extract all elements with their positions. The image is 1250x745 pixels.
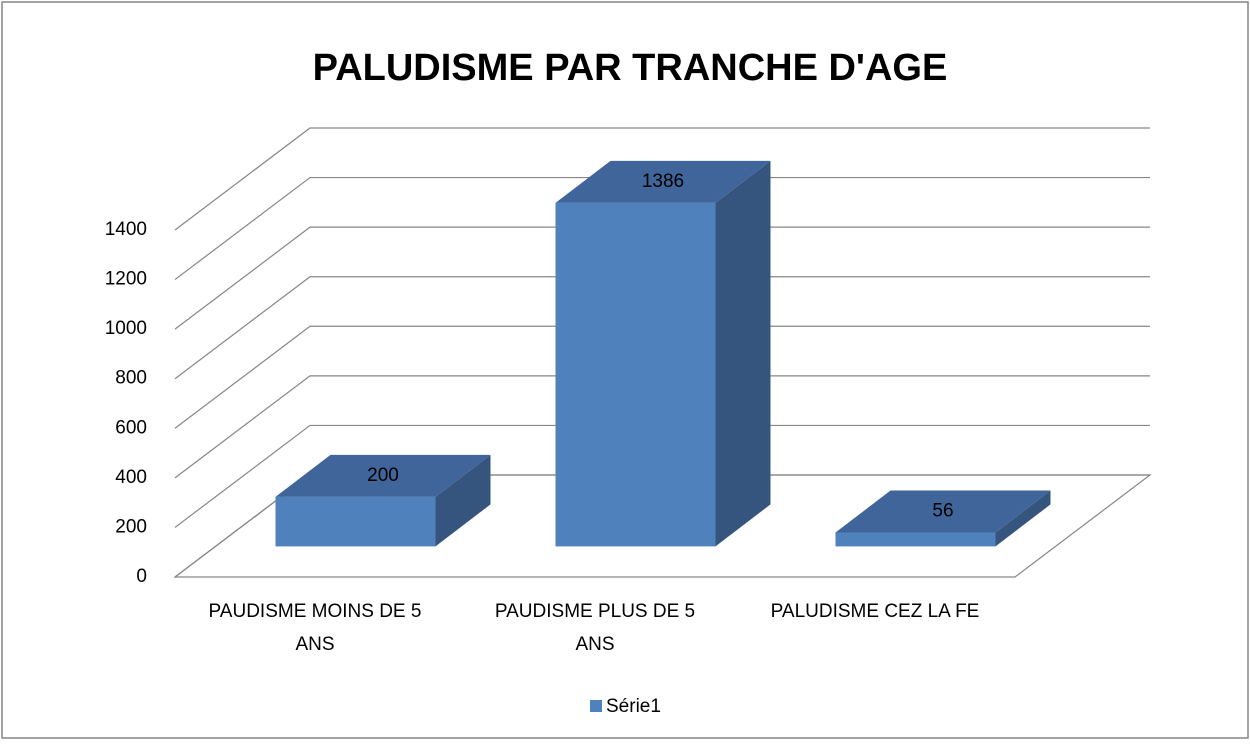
bar-side xyxy=(435,454,491,547)
x-tick-line: PAUDISME MOINS DE 5 xyxy=(209,601,422,622)
grid-line xyxy=(174,424,1150,528)
grid-line xyxy=(174,226,1150,330)
grid-line xyxy=(174,375,1150,479)
data-label: 200 xyxy=(367,465,399,486)
bar xyxy=(275,454,491,547)
data-label: 1386 xyxy=(642,171,684,192)
legend-swatch xyxy=(590,700,602,712)
x-tick-line: ANS xyxy=(575,634,614,655)
y-tick-label: 1200 xyxy=(105,269,147,290)
y-tick-label: 0 xyxy=(136,566,147,587)
chart-title: PALUDISME PAR TRANCHE D'AGE xyxy=(313,47,948,89)
grid-line xyxy=(174,176,1150,281)
y-tick-label: 1000 xyxy=(105,318,147,339)
x-tick-line: PALUDISME CEZ LA FE xyxy=(771,601,980,622)
data-label: 56 xyxy=(932,501,953,522)
bar-front xyxy=(275,496,436,547)
bar xyxy=(555,160,771,547)
bar-front xyxy=(835,532,996,547)
x-tick-label: PAUDISME MOINS DE 5 ANS xyxy=(209,601,422,655)
y-tick-label: 200 xyxy=(115,516,147,537)
grid-line xyxy=(174,276,1150,380)
y-tick-label: 800 xyxy=(115,368,147,389)
grid-line xyxy=(174,325,1150,429)
legend-label: Série1 xyxy=(606,696,661,717)
x-tick-line: PAUDISME PLUS DE 5 xyxy=(495,601,695,622)
bar-top xyxy=(275,454,491,497)
x-tick-label: PAUDISME PLUS DE 5 ANS xyxy=(495,601,695,655)
x-tick-label: PALUDISME CEZ LA FE xyxy=(771,601,980,622)
y-tick-label: 600 xyxy=(115,417,147,438)
y-tick-label: 400 xyxy=(115,467,147,488)
bar xyxy=(835,490,1051,547)
grid-line xyxy=(174,127,1150,231)
bar-top xyxy=(835,490,1051,533)
y-tick-label: 1400 xyxy=(105,219,147,240)
bar-side xyxy=(715,160,771,547)
x-tick-line: ANS xyxy=(295,634,334,655)
bar-front xyxy=(555,202,716,547)
bar-top xyxy=(555,160,771,203)
bar-side xyxy=(995,490,1051,547)
